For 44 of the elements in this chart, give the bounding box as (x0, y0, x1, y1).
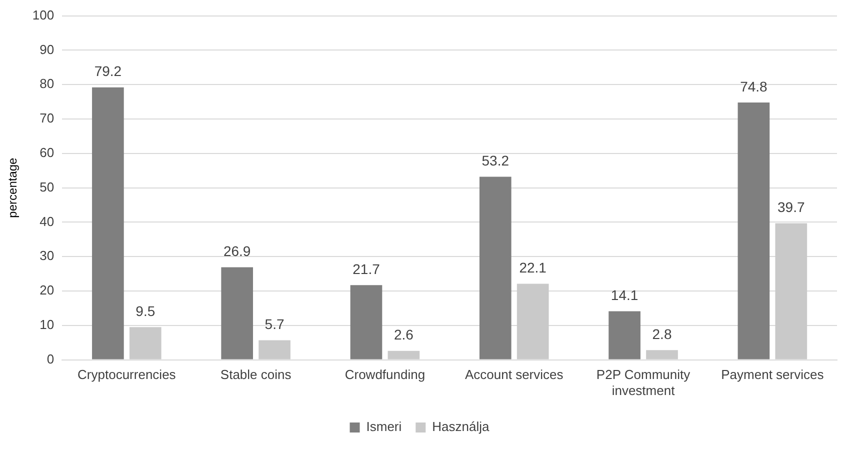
data-label: 79.2 (94, 63, 122, 80)
x-tick-label: Crowdfunding (344, 367, 426, 382)
bar (738, 102, 770, 360)
y-tick-label: 10 (40, 316, 54, 332)
bar (129, 327, 162, 360)
data-label: 53.2 (482, 152, 510, 169)
bar (479, 176, 512, 360)
bar (258, 340, 290, 360)
data-label: 14.1 (610, 287, 638, 304)
bar (775, 223, 808, 360)
y-tick-label: 30 (40, 248, 54, 264)
x-tick-label: Cryptocurrencies (78, 367, 176, 382)
y-axis-title: percentage (6, 157, 20, 218)
bar (516, 284, 549, 360)
y-tick-label: 80 (40, 76, 54, 92)
y-tick-label: 70 (40, 110, 54, 126)
data-label: 74.8 (740, 78, 768, 94)
y-tick-label: 60 (40, 144, 54, 160)
data-label: 39.7 (778, 199, 805, 216)
y-tick-label: 50 (40, 179, 54, 194)
bar (350, 285, 382, 360)
data-label: 2.6 (394, 326, 414, 343)
y-tick-label: 20 (40, 282, 54, 298)
data-label: 21.7 (352, 261, 380, 278)
x-tick-label: P2P Community investment (596, 367, 691, 398)
bar (388, 350, 420, 360)
y-tick-label: 90 (40, 42, 54, 57)
y-tick-label: 100 (32, 7, 54, 22)
x-tick-label: Stable coins (220, 367, 292, 382)
bar (608, 311, 640, 360)
data-label: 22.1 (519, 260, 547, 276)
data-label: 5.7 (264, 316, 284, 332)
legend-label: Ismeri (366, 419, 402, 434)
data-label: 2.8 (652, 326, 672, 342)
x-tick-label: Account services (464, 367, 564, 382)
bar (221, 267, 254, 360)
bar (92, 87, 124, 360)
data-label: 9.5 (136, 302, 156, 319)
bar (646, 350, 678, 360)
y-tick-label: 0 (46, 351, 54, 366)
x-tick-label: Payment services (721, 367, 824, 382)
y-tick-label: 40 (40, 214, 54, 229)
legend-label: Használja (432, 419, 490, 434)
data-label: 26.9 (223, 243, 251, 260)
